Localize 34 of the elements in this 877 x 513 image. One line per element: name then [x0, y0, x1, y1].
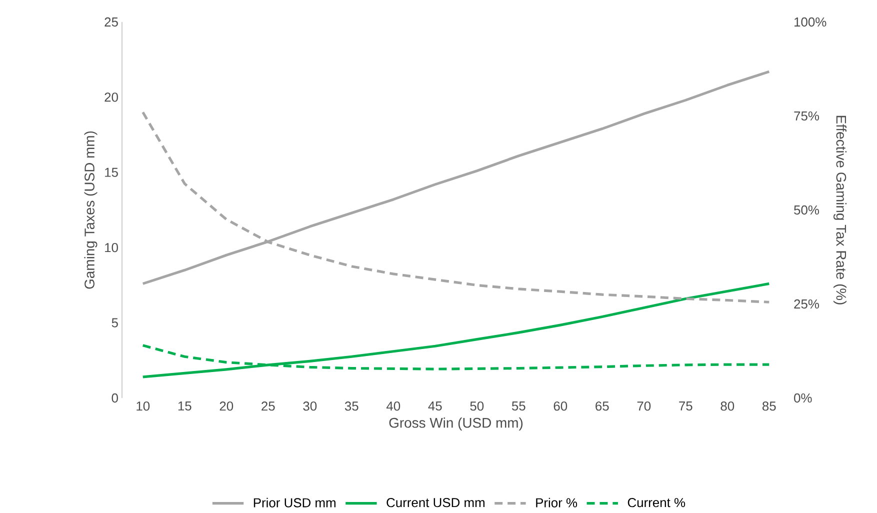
- y-axis-title: Gaming Taxes (USD mm): [84, 131, 98, 289]
- legend-label: Prior %: [536, 498, 578, 508]
- y-tick-label: 10: [105, 243, 118, 252]
- y2-tick-label: 100%: [794, 17, 826, 27]
- x-tick-label: 40: [386, 402, 400, 411]
- x-tick-label: 70: [637, 402, 651, 411]
- y-tick-label: 15: [105, 168, 118, 177]
- x-tick-label: 65: [596, 402, 609, 411]
- y2-tick-label: 75%: [794, 111, 819, 121]
- legend-label: Current USD mm: [386, 498, 484, 508]
- x-tick-label: 55: [512, 402, 526, 411]
- y-tick-label: 5: [112, 318, 118, 328]
- y2-tick-label: 25%: [794, 299, 819, 309]
- y2-tick-label: 50%: [794, 205, 819, 215]
- x-tick-label: 80: [720, 402, 734, 411]
- x-tick-label: 35: [344, 402, 358, 411]
- x-tick-label: 15: [178, 402, 192, 411]
- legend-label: Prior USD mm: [254, 498, 336, 508]
- x-tick-label: 50: [470, 402, 484, 411]
- x-axis-title: Gross Win (USD mm): [389, 418, 523, 431]
- x-tick-label: 45: [428, 402, 442, 411]
- y2-axis-title: Effective Gaming Tax Rate (%): [834, 116, 846, 304]
- x-tick-label: 75: [679, 402, 692, 411]
- x-tick-label: 10: [136, 402, 150, 411]
- y2-tick-label: 0%: [794, 393, 812, 403]
- x-tick-label: 20: [220, 402, 234, 411]
- x-tick-label: 30: [303, 402, 317, 411]
- y-tick-label: 20: [104, 92, 118, 102]
- y-tick-label: 0: [112, 393, 118, 403]
- x-tick-label: 25: [262, 402, 275, 411]
- x-tick-label: 60: [554, 402, 568, 411]
- x-tick-label: 85: [762, 402, 776, 411]
- legend-label: Current %: [628, 498, 686, 508]
- y-tick-label: 25: [104, 17, 118, 27]
